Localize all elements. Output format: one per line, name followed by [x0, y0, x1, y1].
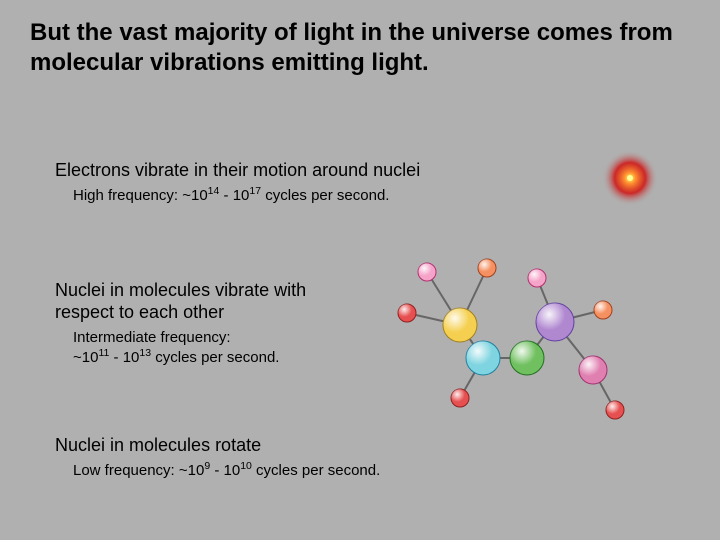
- electron-glow-icon: [600, 148, 660, 208]
- slide: But the vast majority of light in the un…: [0, 0, 720, 540]
- section-subtext: Intermediate frequency: ~1011 - 1013 cyc…: [73, 329, 315, 367]
- text: ~10: [73, 349, 98, 366]
- text: - 10: [219, 187, 249, 204]
- exponent: 14: [208, 185, 220, 197]
- exponent: 11: [98, 347, 109, 359]
- text: Low frequency: ~10: [73, 462, 204, 479]
- atoms: [398, 259, 624, 419]
- section-heading: Nuclei in molecules rotate: [55, 435, 380, 456]
- text: cycles per second.: [252, 462, 380, 479]
- section-rotation: Nuclei in molecules rotate Low frequency…: [55, 435, 380, 479]
- molecule-diagram: [355, 250, 655, 430]
- text: Intermediate frequency:: [73, 329, 231, 346]
- text: High frequency: ~10: [73, 187, 208, 204]
- text: cycles per second.: [261, 187, 389, 204]
- section-heading: Electrons vibrate in their motion around…: [55, 160, 420, 181]
- exponent: 13: [139, 347, 151, 359]
- section-subtext: High frequency: ~1014 - 1017 cycles per …: [73, 185, 420, 204]
- text: cycles per second.: [151, 349, 279, 366]
- exponent: 17: [249, 185, 261, 197]
- section-electrons: Electrons vibrate in their motion around…: [55, 160, 420, 204]
- section-heading: Nuclei in molecules vibrate with respect…: [55, 280, 315, 323]
- text: - 10: [210, 462, 240, 479]
- section-vibration: Nuclei in molecules vibrate with respect…: [55, 280, 315, 367]
- section-subtext: Low frequency: ~109 - 1010 cycles per se…: [73, 460, 380, 479]
- exponent: 10: [240, 460, 252, 472]
- bonds: [407, 268, 615, 410]
- text: - 10: [109, 349, 139, 366]
- slide-title: But the vast majority of light in the un…: [30, 18, 680, 78]
